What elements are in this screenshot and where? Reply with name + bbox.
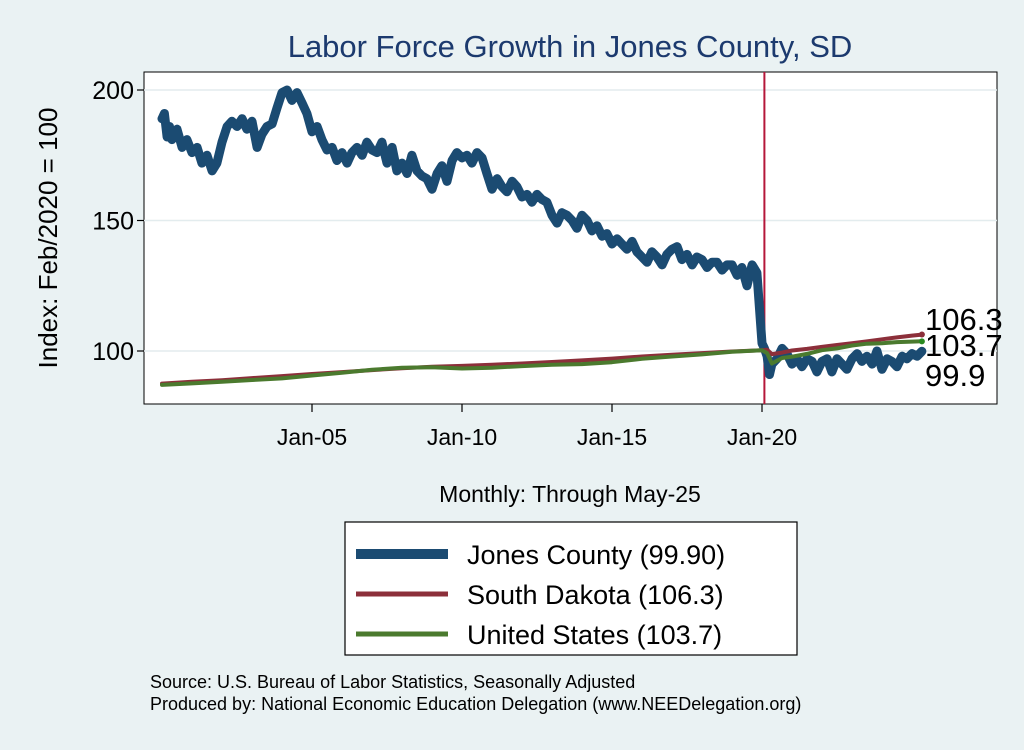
series-line-jones-county [157, 85, 927, 379]
y-axis-label: Index: Feb/2020 = 100 [33, 108, 63, 369]
source-line: Source: U.S. Bureau of Labor Statistics,… [150, 672, 635, 692]
x-tick-label-2: Jan-15 [577, 424, 647, 450]
end-marker-1 [918, 331, 925, 338]
legend: Jones County (99.90) South Dakota (106.3)… [356, 540, 725, 650]
x-axis-label: Monthly: Through May-25 [439, 481, 701, 507]
plot-area [143, 71, 998, 405]
x-tick-label-1: Jan-10 [427, 424, 497, 450]
chart-title: Labor Force Growth in Jones County, SD [288, 29, 853, 64]
y-tick-label-2: 200 [92, 77, 134, 105]
x-tick-label-3: Jan-20 [727, 424, 797, 450]
end-label-jones-county: 99.9 [925, 358, 985, 393]
x-tick-label-0: Jan-05 [277, 424, 347, 450]
end-marker-2 [918, 338, 925, 345]
end-label-south-dakota: 106.3 [925, 302, 1003, 337]
series-lines [157, 85, 927, 387]
y-axis: 100 150 200 [92, 77, 144, 366]
legend-label-1: South Dakota (106.3) [467, 580, 724, 610]
y-tick-label-1: 150 [92, 208, 134, 236]
series-line-united-states [160, 339, 924, 387]
end-label-united-states: 103.7 [925, 328, 1003, 363]
y-tick-label-0: 100 [92, 338, 134, 366]
legend-label-0: Jones County (99.90) [467, 540, 725, 570]
x-axis: Jan-05 Jan-10 Jan-15 Jan-20 [277, 404, 797, 450]
producer-line: Produced by: National Economic Education… [150, 694, 801, 714]
legend-label-2: United States (103.7) [467, 620, 722, 650]
